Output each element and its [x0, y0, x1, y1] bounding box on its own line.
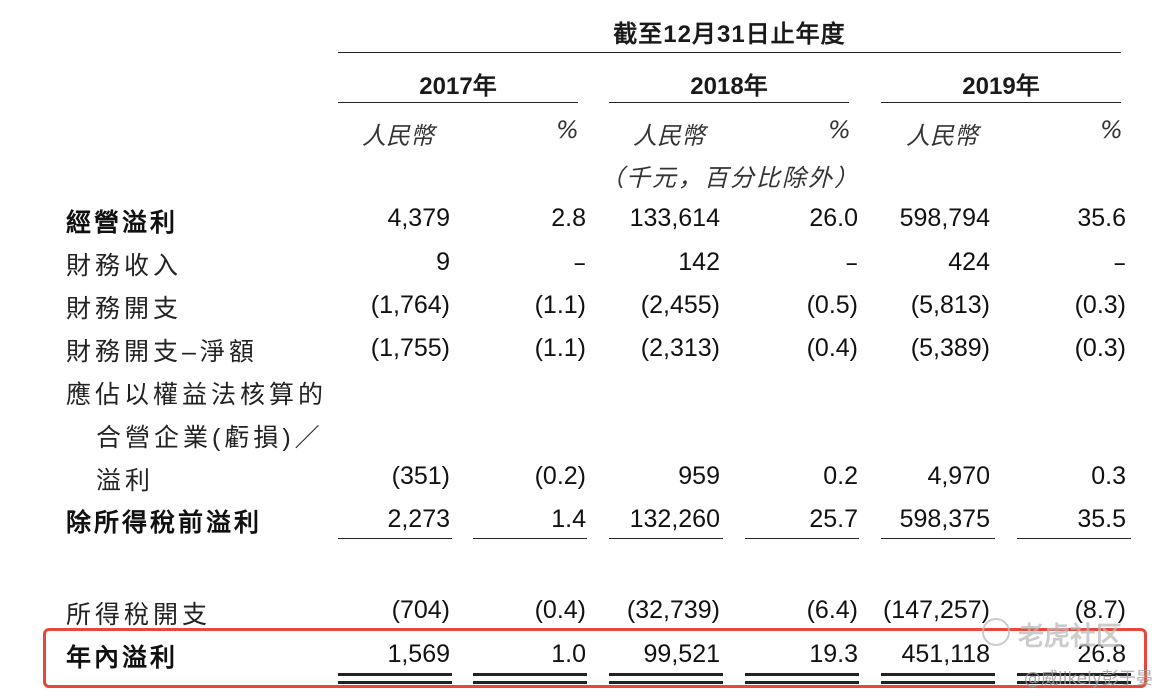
cell-finance-costs-net-2019-pct: (0.3) [1074, 334, 1126, 362]
row-label-finance-costs-net: 財務開支–淨額 [66, 338, 258, 366]
cell-income-tax-2017-pct: (0.4) [534, 596, 586, 624]
cell-operating-profit-2017-pct: 2.8 [551, 204, 586, 232]
cell-operating-profit-2019-amount: 598,794 [899, 204, 990, 232]
cell-jv-share-2017-amount: (351) [391, 462, 450, 490]
cell-profit-for-year-2018-pct: 19.3 [809, 640, 858, 668]
cell-finance-income-2018-amount: 142 [678, 248, 720, 276]
year-2018-rule [609, 102, 849, 103]
cell-finance-costs-net-2018-pct: (0.4) [806, 334, 858, 362]
currency-header-2018: 人民幣 [633, 122, 705, 150]
cell-income-tax-2018-amount: (32,739) [626, 596, 720, 624]
cell-finance-income-2018-pct: – [845, 248, 859, 277]
cell-operating-profit-2019-pct: 35.6 [1077, 204, 1126, 232]
cell-income-tax-2019-pct: (8.7) [1074, 596, 1126, 624]
percent-header-2017: % [556, 116, 579, 144]
cell-profit-for-year-2017-pct: 1.0 [551, 640, 586, 668]
row-label-jv-share-line3: 溢利 [96, 467, 155, 495]
cell-finance-costs-net-2017-pct: (1.1) [534, 334, 586, 362]
period-header: 截至12月31日止年度 [613, 21, 846, 48]
cell-finance-income-2017-pct: – [573, 248, 587, 277]
cell-jv-share-2019-pct: 0.3 [1091, 462, 1126, 490]
cell-finance-income-2019-amount: 424 [948, 248, 990, 276]
subtotal-rule-2017-amount [338, 538, 452, 539]
cell-finance-costs-2019-pct: (0.3) [1074, 291, 1126, 319]
cell-finance-costs-net-2018-amount: (2,313) [640, 334, 720, 362]
total-double-rule-2017-amount [338, 673, 452, 684]
cell-profit-before-tax-2019-pct: 35.5 [1077, 505, 1126, 533]
row-label-profit-for-year: 年內溢利 [66, 644, 179, 672]
percent-header-2019: % [1100, 116, 1123, 144]
year-2017-header: 2017年 [419, 73, 497, 100]
row-label-finance-costs: 財務開支 [66, 295, 183, 323]
cell-jv-share-2018-pct: 0.2 [823, 462, 858, 490]
total-double-rule-2018-pct [745, 673, 859, 684]
cell-profit-for-year-2019-pct: 26.8 [1077, 640, 1126, 668]
total-double-rule-2017-pct [473, 673, 587, 684]
row-label-income-tax: 所得稅開支 [66, 601, 212, 629]
cell-profit-before-tax-2019-amount: 598,375 [899, 505, 990, 533]
cell-finance-costs-net-2019-amount: (5,389) [910, 334, 990, 362]
period-header-rule [338, 52, 1121, 53]
row-label-finance-income: 財務收入 [66, 252, 183, 280]
subtotal-rule-2019-pct [1017, 538, 1131, 539]
cell-income-tax-2019-amount: (147,257) [882, 596, 990, 624]
cell-finance-costs-2017-amount: (1,764) [370, 291, 450, 319]
year-2018-header: 2018年 [690, 73, 768, 100]
cell-finance-costs-2018-amount: (2,455) [640, 291, 720, 319]
cell-finance-income-2019-pct: – [1113, 248, 1127, 277]
total-double-rule-2019-pct [1017, 673, 1131, 684]
subtotal-rule-2017-pct [473, 538, 587, 539]
row-label-profit-before-tax: 除所得稅前溢利 [66, 509, 263, 537]
subtotal-rule-2018-amount [609, 538, 723, 539]
total-double-rule-2018-amount [609, 673, 723, 684]
cell-profit-before-tax-2018-pct: 25.7 [809, 505, 858, 533]
cell-operating-profit-2018-amount: 133,614 [629, 204, 720, 232]
cell-finance-costs-2019-amount: (5,813) [910, 291, 990, 319]
subtotal-rule-2018-pct [745, 538, 859, 539]
watermark-author: @威likely彭于晏 [1024, 669, 1153, 689]
cell-jv-share-2017-pct: (0.2) [534, 462, 586, 490]
subtotal-rule-2019-amount [881, 538, 995, 539]
row-label-jv-share-line2: 合營企業(虧損)／ [96, 424, 324, 452]
cell-profit-before-tax-2018-amount: 132,260 [629, 505, 720, 533]
year-2017-rule [338, 102, 578, 103]
cell-profit-for-year-2017-amount: 1,569 [387, 640, 450, 668]
total-double-rule-2019-amount [881, 673, 995, 684]
cell-operating-profit-2018-pct: 26.0 [809, 204, 858, 232]
percent-header-2018: % [828, 116, 851, 144]
cell-income-tax-2017-amount: (704) [391, 596, 450, 624]
cell-jv-share-2019-amount: 4,970 [927, 462, 990, 490]
watermark-logo-icon [982, 618, 1010, 646]
row-label-jv-share-line1: 應佔以權益法核算的 [66, 381, 328, 409]
cell-profit-before-tax-2017-pct: 1.4 [551, 505, 586, 533]
year-2019-header: 2019年 [962, 73, 1040, 100]
cell-profit-for-year-2018-amount: 99,521 [643, 640, 720, 668]
currency-header-2019: 人民幣 [906, 122, 978, 150]
cell-finance-costs-2017-pct: (1.1) [534, 291, 586, 319]
cell-finance-income-2017-amount: 9 [436, 248, 450, 276]
cell-finance-costs-net-2017-amount: (1,755) [370, 334, 450, 362]
cell-jv-share-2018-amount: 959 [678, 462, 720, 490]
cell-profit-before-tax-2017-amount: 2,273 [387, 505, 450, 533]
watermark-site: 老虎社区 [1018, 622, 1123, 652]
cell-finance-costs-2018-pct: (0.5) [806, 291, 858, 319]
highlight-box-profit-for-year [43, 628, 1147, 688]
year-2019-rule [881, 102, 1121, 103]
unit-note: （千元，百分比除外） [600, 164, 860, 192]
cell-profit-for-year-2019-amount: 451,118 [901, 640, 990, 668]
row-label-operating-profit: 經營溢利 [66, 209, 179, 237]
currency-header-2017: 人民幣 [362, 122, 434, 150]
cell-income-tax-2018-pct: (6.4) [806, 596, 858, 624]
cell-operating-profit-2017-amount: 4,379 [387, 204, 450, 232]
